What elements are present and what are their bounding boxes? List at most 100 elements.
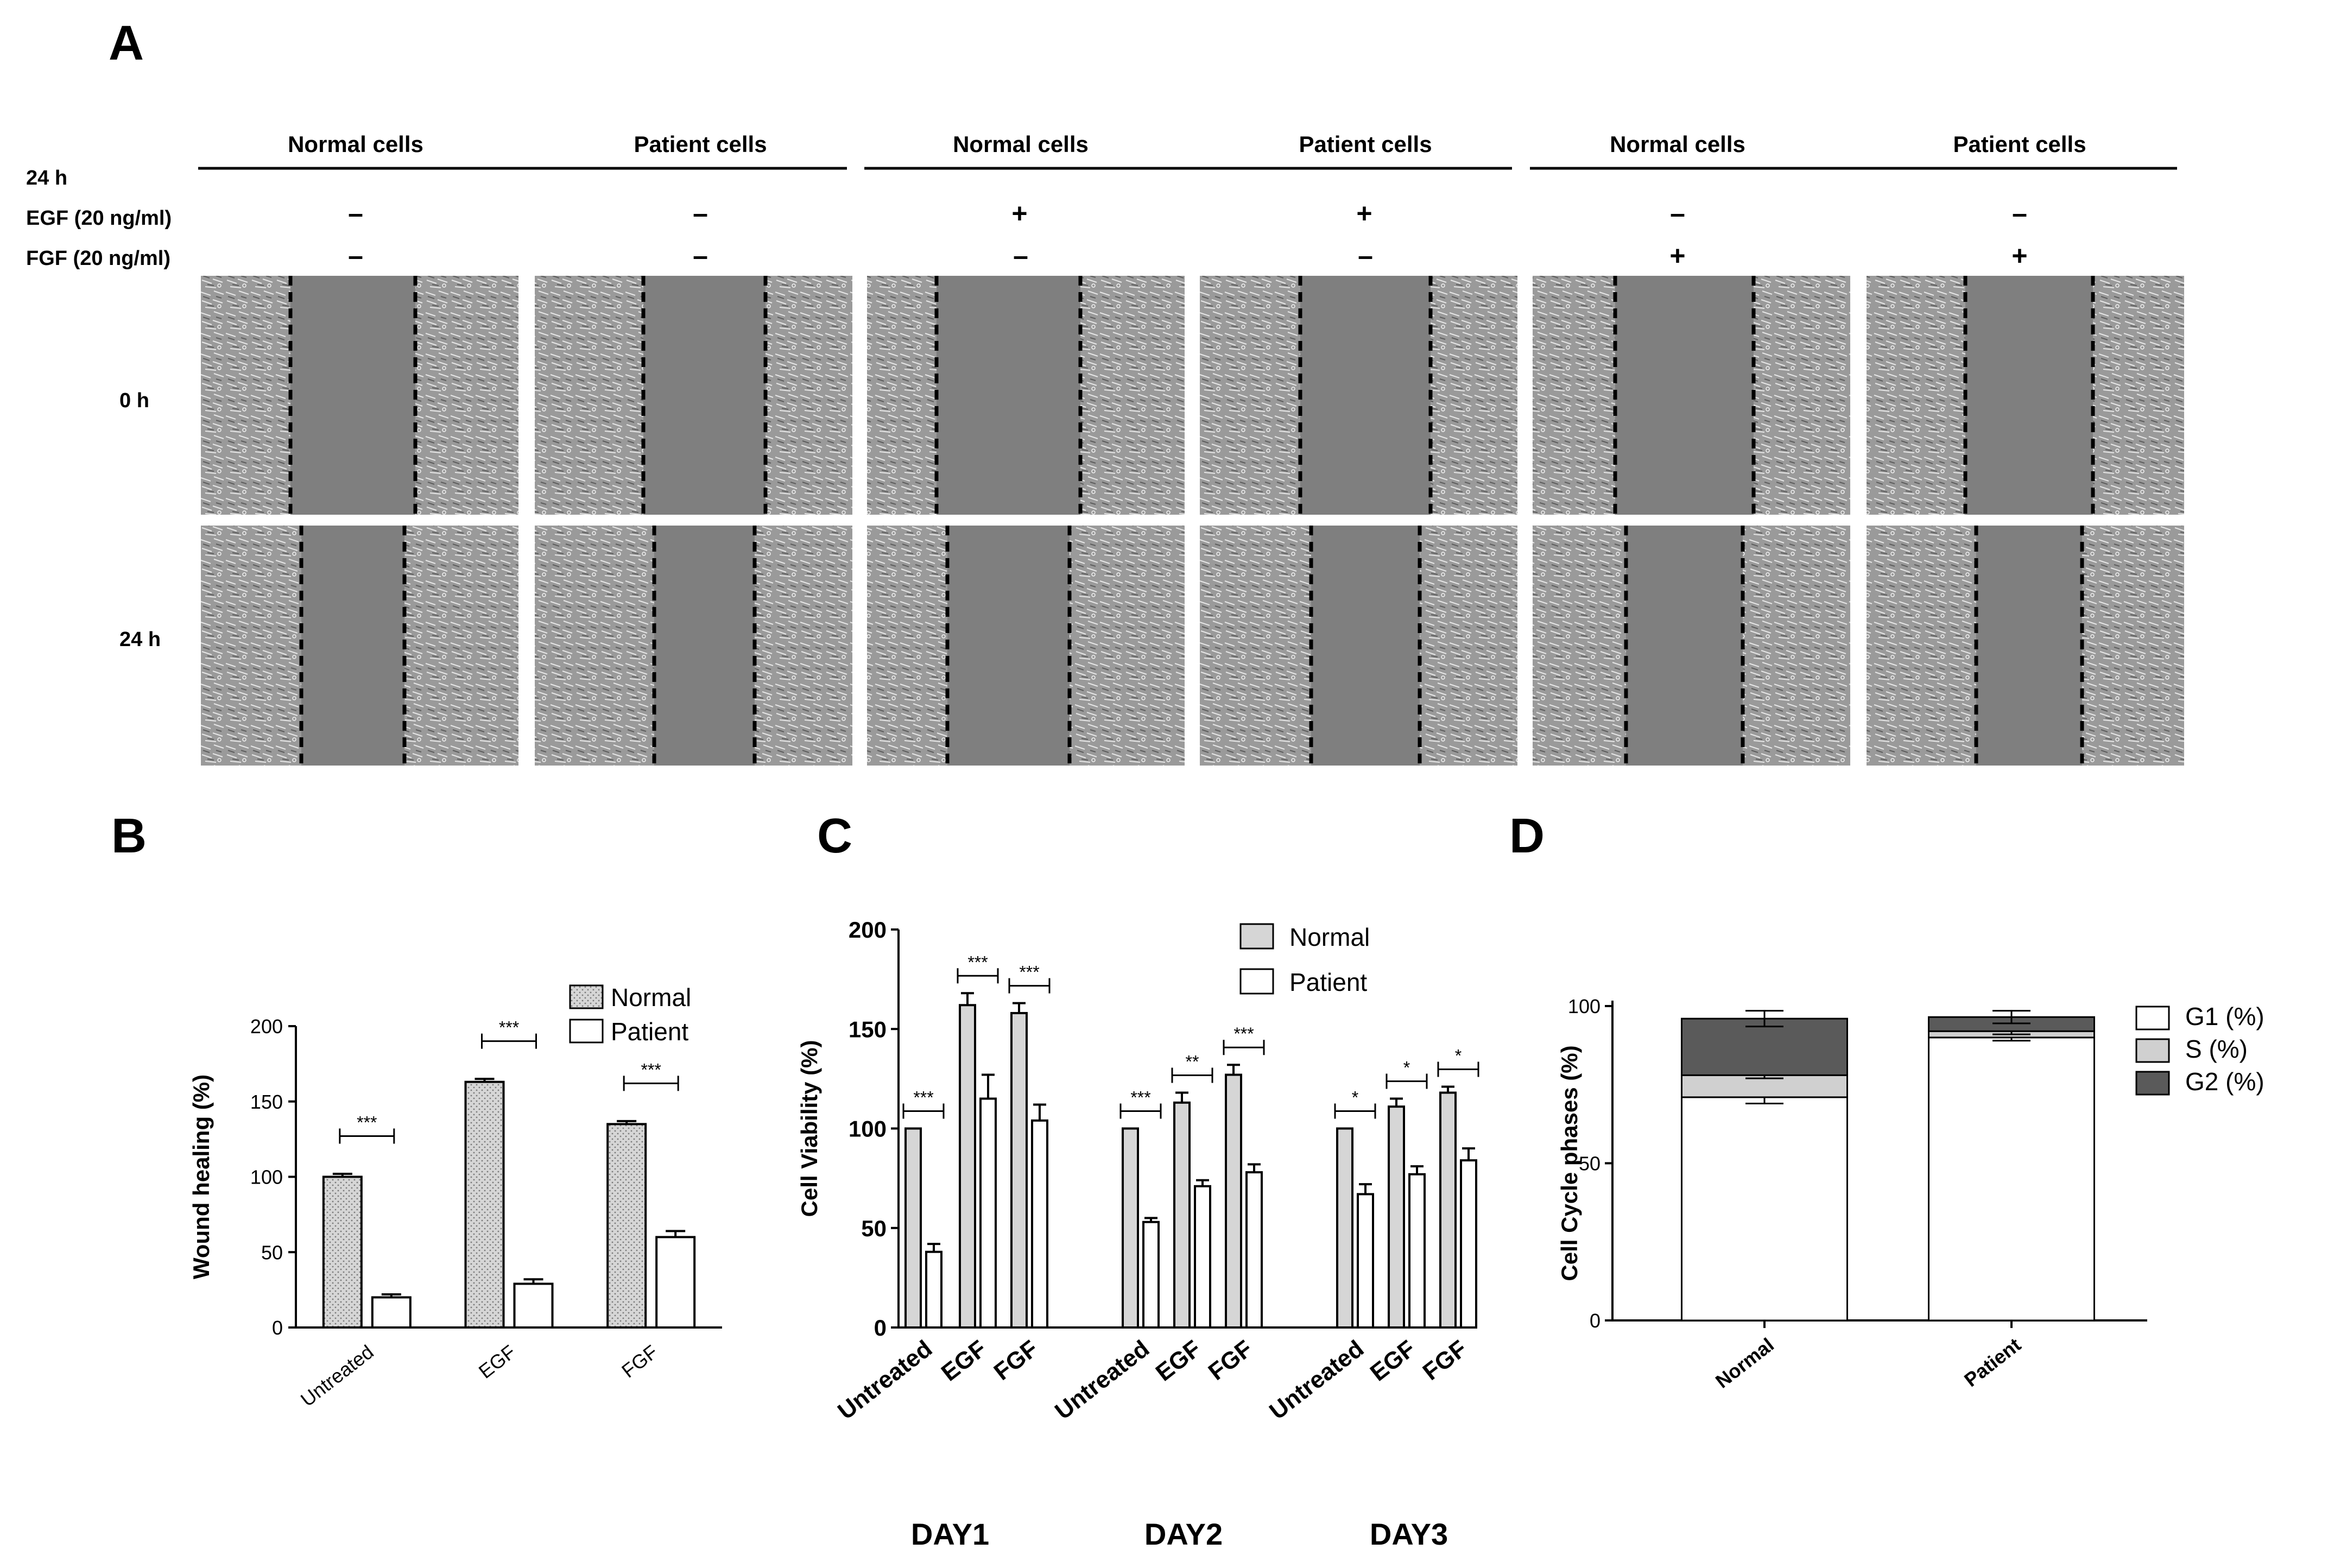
bar-patient xyxy=(1460,1159,1477,1329)
group-header: Patient cells xyxy=(1953,131,2086,157)
x-tick-label: FGF xyxy=(1204,1335,1258,1386)
significance-label: *** xyxy=(967,952,988,972)
wound-gap xyxy=(654,526,755,766)
micrograph xyxy=(1867,276,2184,515)
bar-normal xyxy=(464,1080,505,1329)
x-tick-label: Untreated xyxy=(1264,1335,1369,1425)
y-axis-title: Cell Cycle phases (%) xyxy=(1557,1045,1582,1281)
image-row-label-24h: 24 h xyxy=(119,628,161,651)
wound-gap xyxy=(1626,526,1743,766)
x-tick-label: FGF xyxy=(1418,1335,1472,1386)
x-tick-label: EGF xyxy=(475,1341,520,1383)
legend-label: G1 (%) xyxy=(2185,1002,2264,1030)
group-header: Normal cells xyxy=(953,131,1089,157)
fgf-sign: – xyxy=(348,241,363,271)
fgf-sign: + xyxy=(2011,241,2027,271)
bar-patient xyxy=(1408,1173,1426,1329)
wound-gap xyxy=(947,526,1070,766)
bar-normal xyxy=(1225,1073,1242,1329)
micrograph xyxy=(867,276,1185,515)
x-tick-label: EGF xyxy=(937,1335,991,1386)
image-row-label-0h: 0 h xyxy=(119,389,149,412)
micrograph xyxy=(535,526,852,766)
x-tick-label: Normal xyxy=(1711,1333,1778,1393)
legend-label-normal: Normal xyxy=(611,983,691,1011)
micrograph xyxy=(1200,276,1517,515)
panel-c-label: C xyxy=(817,809,852,863)
legend-label-normal: Normal xyxy=(1289,923,1370,951)
micrograph xyxy=(1867,526,2184,766)
x-tick-label: Untreated xyxy=(1050,1335,1154,1425)
bar-patient xyxy=(1031,1119,1048,1329)
group-header: Patient cells xyxy=(1299,131,1432,157)
legend-swatch xyxy=(2135,1038,2170,1063)
wound-gap xyxy=(290,276,415,515)
bar-patient xyxy=(513,1282,554,1329)
egf-sign: – xyxy=(2012,198,2027,229)
fgf-sign: – xyxy=(693,241,708,271)
significance-label: *** xyxy=(357,1113,377,1133)
x-tick-label: FGF xyxy=(617,1341,662,1382)
y-tick-label: 50 xyxy=(861,1216,887,1241)
egf-sign: – xyxy=(1670,198,1685,229)
egf-sign: + xyxy=(1011,198,1027,229)
y-tick-label: 150 xyxy=(250,1091,283,1113)
legend-swatch xyxy=(2135,1006,2170,1030)
legend-swatch-patient xyxy=(569,1019,604,1044)
wound-gap xyxy=(937,276,1080,515)
significance-label: *** xyxy=(641,1060,661,1079)
y-tick-label: 100 xyxy=(849,1116,887,1142)
bar-patient xyxy=(371,1296,412,1329)
group-header: Normal cells xyxy=(288,131,423,157)
bar-normal xyxy=(1173,1101,1191,1329)
day-label: DAY3 xyxy=(1370,1517,1448,1551)
fgf-sign: + xyxy=(1669,241,1685,271)
micrograph xyxy=(867,526,1185,766)
group-header: Normal cells xyxy=(1610,131,1745,157)
significance-label: *** xyxy=(1233,1024,1254,1044)
x-tick-label: Patient xyxy=(1960,1333,2025,1391)
significance-label: *** xyxy=(1019,963,1039,982)
bar-normal xyxy=(1388,1105,1405,1329)
significance-label: *** xyxy=(1130,1088,1150,1108)
egf-sign: – xyxy=(693,198,708,229)
fgf-sign: – xyxy=(1358,241,1373,271)
x-tick-label: Untreated xyxy=(833,1335,937,1425)
row-label-fgf: FGF (20 ng/ml) xyxy=(26,247,170,270)
bar-patient xyxy=(979,1097,997,1329)
x-tick-label: Untreated xyxy=(296,1341,378,1411)
row-label-time: 24 h xyxy=(26,167,67,189)
wound-gap xyxy=(1965,276,2093,515)
egf-sign: – xyxy=(348,198,363,229)
y-axis-title: Wound healing (%) xyxy=(188,1074,214,1279)
legend-label: S (%) xyxy=(2185,1035,2248,1063)
panel-a-label: A xyxy=(109,16,144,71)
micrograph xyxy=(1200,526,1517,766)
significance-label: *** xyxy=(499,1018,519,1038)
y-tick-label: 100 xyxy=(1568,995,1600,1017)
bar-patient xyxy=(655,1236,696,1329)
bar-normal xyxy=(1336,1127,1353,1329)
legend-swatch-normal xyxy=(569,984,604,1009)
y-tick-label: 100 xyxy=(250,1166,283,1188)
bar-normal xyxy=(322,1175,363,1329)
wound-gap xyxy=(1311,526,1420,766)
significance-label: *** xyxy=(913,1088,933,1108)
significance-label: ** xyxy=(1186,1052,1199,1072)
micrograph xyxy=(201,526,518,766)
day-label: DAY1 xyxy=(911,1517,989,1551)
panel-a: A Normal cells Patient cells Normal cells P… xyxy=(26,16,2184,766)
x-tick-label: FGF xyxy=(989,1335,1043,1386)
significance-label: * xyxy=(1455,1046,1462,1066)
wound-gap xyxy=(1300,276,1431,515)
micrograph xyxy=(1533,276,1850,515)
bar-normal xyxy=(1439,1091,1457,1329)
y-tick-label: 0 xyxy=(272,1317,283,1339)
day-label: DAY2 xyxy=(1144,1517,1223,1551)
row-label-egf: EGF (20 ng/ml) xyxy=(26,207,172,230)
y-tick-label: 200 xyxy=(250,1015,283,1038)
significance-label: * xyxy=(1403,1058,1410,1078)
group-header: Patient cells xyxy=(634,131,767,157)
legend-swatch xyxy=(2135,1071,2170,1096)
bar-patient xyxy=(1245,1171,1263,1329)
